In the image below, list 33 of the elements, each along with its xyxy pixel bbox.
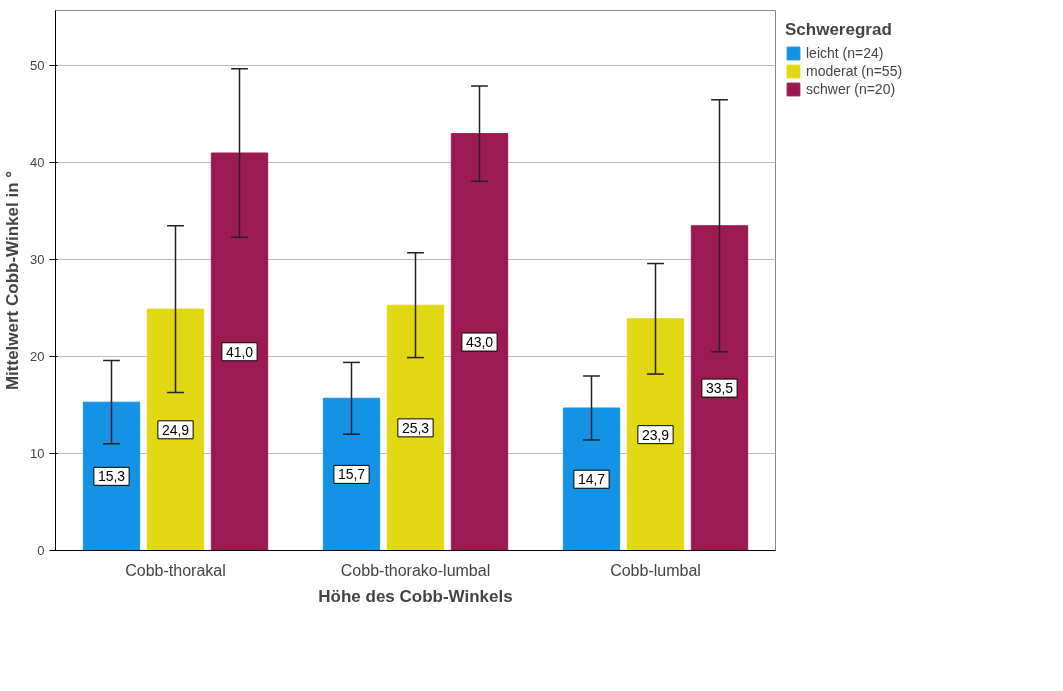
data-label: 15,3 <box>97 468 126 485</box>
bar <box>210 152 269 551</box>
bar <box>450 133 509 551</box>
x-tick-label: Cobb-thorako-lumbal <box>340 561 491 579</box>
legend-label: moderat (n=55) <box>806 63 903 79</box>
y-tick-label: 20 <box>30 349 45 365</box>
data-label: 41,0 <box>225 343 254 360</box>
data-label: 24,9 <box>161 421 190 438</box>
data-label: 23,9 <box>641 426 670 443</box>
legend-label: leicht (n=24) <box>806 45 884 61</box>
data-label: 43,0 <box>465 334 494 351</box>
y-tick-label: 50 <box>30 58 45 74</box>
y-axis-title: Mittelwert Cobb-Winkel in ° <box>3 170 23 391</box>
data-label: 25,3 <box>401 419 430 436</box>
bar <box>322 397 381 551</box>
x-axis-title: Höhe des Cobb-Winkels <box>318 586 513 606</box>
bar <box>626 318 685 551</box>
bar <box>82 401 141 551</box>
y-tick-label: 30 <box>30 252 45 268</box>
data-label: 14,7 <box>577 471 606 488</box>
x-tick-label: Cobb-lumbal <box>610 561 701 579</box>
legend-label: schwer (n=20) <box>806 81 896 97</box>
legend-title: Schweregrad <box>785 20 893 40</box>
bar <box>562 407 621 551</box>
data-label: 33,5 <box>705 380 734 397</box>
y-tick-label: 0 <box>37 543 45 558</box>
bar <box>386 304 445 551</box>
y-tick-label: 40 <box>30 155 45 171</box>
data-label: 15,7 <box>337 466 366 483</box>
y-tick-label: 10 <box>30 446 45 462</box>
bar <box>146 308 205 551</box>
x-tick-label: Cobb-thorakal <box>125 561 226 579</box>
bar <box>690 225 749 551</box>
